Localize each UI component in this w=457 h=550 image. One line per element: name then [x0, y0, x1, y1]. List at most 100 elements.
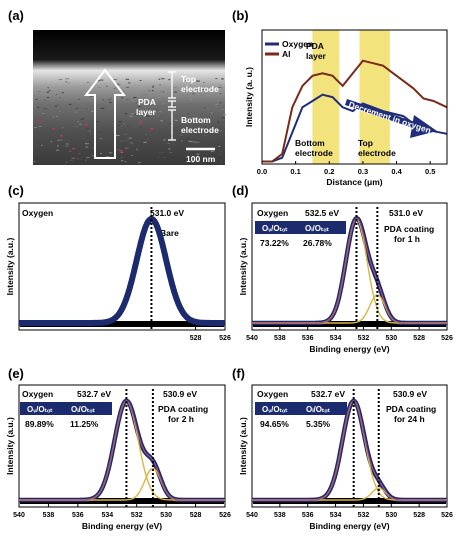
condition-label-d-1: PDA coating — [384, 224, 434, 234]
sem-grain — [65, 78, 70, 80]
background-baseline — [253, 498, 446, 504]
sem-grain — [128, 137, 133, 139]
sem-grain — [119, 151, 121, 153]
plot-frame — [18, 202, 226, 331]
sem-grain — [56, 104, 60, 106]
sem-grain — [217, 129, 220, 131]
sem-grain — [155, 133, 159, 135]
sem-grain — [95, 121, 99, 123]
plot-frame — [251, 384, 448, 508]
sem-grain — [50, 141, 53, 143]
peak2-label-e: 530.9 eV — [163, 389, 197, 399]
sem-grain — [203, 117, 206, 119]
sem-texture — [33, 78, 227, 164]
sem-grain — [91, 155, 94, 157]
y-axis-label-b: Intensity (a. u.) — [244, 67, 254, 127]
sem-grain — [215, 78, 218, 80]
sem-grain — [210, 112, 213, 114]
sem-marker — [52, 128, 55, 130]
sem-grain — [192, 129, 196, 131]
sem-grain — [152, 99, 154, 101]
sem-grain — [203, 158, 208, 160]
sem-grain — [207, 146, 210, 148]
sem-grain — [86, 108, 88, 109]
peak1-label-e: 532.7 eV — [77, 389, 111, 399]
sem-grain — [43, 99, 47, 101]
sem-grain — [140, 103, 145, 105]
sem-grain — [33, 119, 34, 121]
sem-image — [33, 30, 225, 165]
sem-grain — [42, 109, 47, 111]
sem-grain — [215, 106, 218, 107]
sem-grain — [130, 113, 135, 115]
sem-grain — [148, 112, 152, 114]
sem-grain — [174, 119, 178, 121]
x-tick-label: 536 — [302, 512, 314, 519]
sem-grain — [65, 161, 68, 163]
x-tick-label-b: 0.4 — [391, 167, 402, 176]
bottom-electrode-label-1: Bottom — [181, 115, 211, 125]
sem-grain — [110, 123, 114, 125]
sem-grain — [81, 118, 85, 120]
sem-grain — [191, 141, 195, 143]
sem-grain — [118, 121, 122, 122]
top-electrode-label-2: electrode — [181, 84, 219, 94]
panel-label-b: (b) — [232, 8, 249, 23]
sem-grain — [98, 86, 100, 88]
fit-envelope — [252, 217, 447, 324]
fit-envelope — [252, 400, 447, 501]
sem-grain — [41, 144, 43, 146]
sem-grain — [159, 84, 161, 86]
sem-grain — [127, 125, 129, 127]
sem-grain — [37, 91, 41, 93]
x-tick-label: 532 — [358, 335, 370, 342]
decrement-arrow-body — [345, 99, 421, 130]
sem-grain — [118, 124, 122, 126]
sem-marker — [38, 120, 41, 122]
sem-grain — [153, 98, 157, 100]
sem-grain — [154, 109, 158, 111]
sem-grain — [110, 97, 112, 98]
sem-grain — [105, 156, 110, 158]
sem-marker — [140, 122, 143, 124]
sem-grain — [77, 121, 79, 123]
sem-grain — [78, 98, 80, 100]
sem-grain — [124, 147, 129, 149]
sem-grain — [90, 110, 94, 112]
sem-grain — [204, 135, 208, 137]
sem-grain — [113, 87, 117, 89]
x-tick-label: 530 — [160, 512, 172, 519]
sem-grain — [154, 90, 158, 92]
sem-grain — [159, 151, 164, 153]
sem-grain — [181, 140, 183, 142]
sem-grain — [159, 91, 161, 93]
sem-grain — [185, 80, 187, 82]
fitted-peak-1 — [19, 467, 225, 501]
sem-grain — [167, 143, 170, 144]
condition-label-f-2: for 24 h — [394, 414, 425, 424]
sem-grain — [80, 119, 82, 121]
peak-label-c: 531.0 eV — [150, 208, 184, 218]
sem-grain — [215, 142, 218, 144]
sem-grain — [83, 98, 86, 100]
sem-grain — [65, 81, 67, 83]
sem-grain — [139, 126, 142, 128]
sem-grain — [76, 158, 79, 160]
x-tick-label: 534 — [101, 512, 113, 519]
sem-grain — [168, 123, 172, 125]
sem-grain — [116, 135, 120, 136]
sem-grain — [47, 152, 49, 154]
sem-grain — [182, 136, 186, 138]
sem-marker — [72, 148, 75, 150]
sem-grain — [151, 90, 154, 92]
sem-grain — [157, 97, 161, 98]
sem-grain — [203, 82, 205, 83]
fitted-peak-1 — [252, 294, 447, 324]
line-scan-arrow-icon — [83, 68, 127, 159]
sem-grain — [163, 139, 166, 141]
x-tick-label: 538 — [274, 512, 286, 519]
sem-grain — [59, 97, 61, 98]
sem-grain — [207, 94, 211, 96]
sem-grain — [79, 122, 82, 124]
